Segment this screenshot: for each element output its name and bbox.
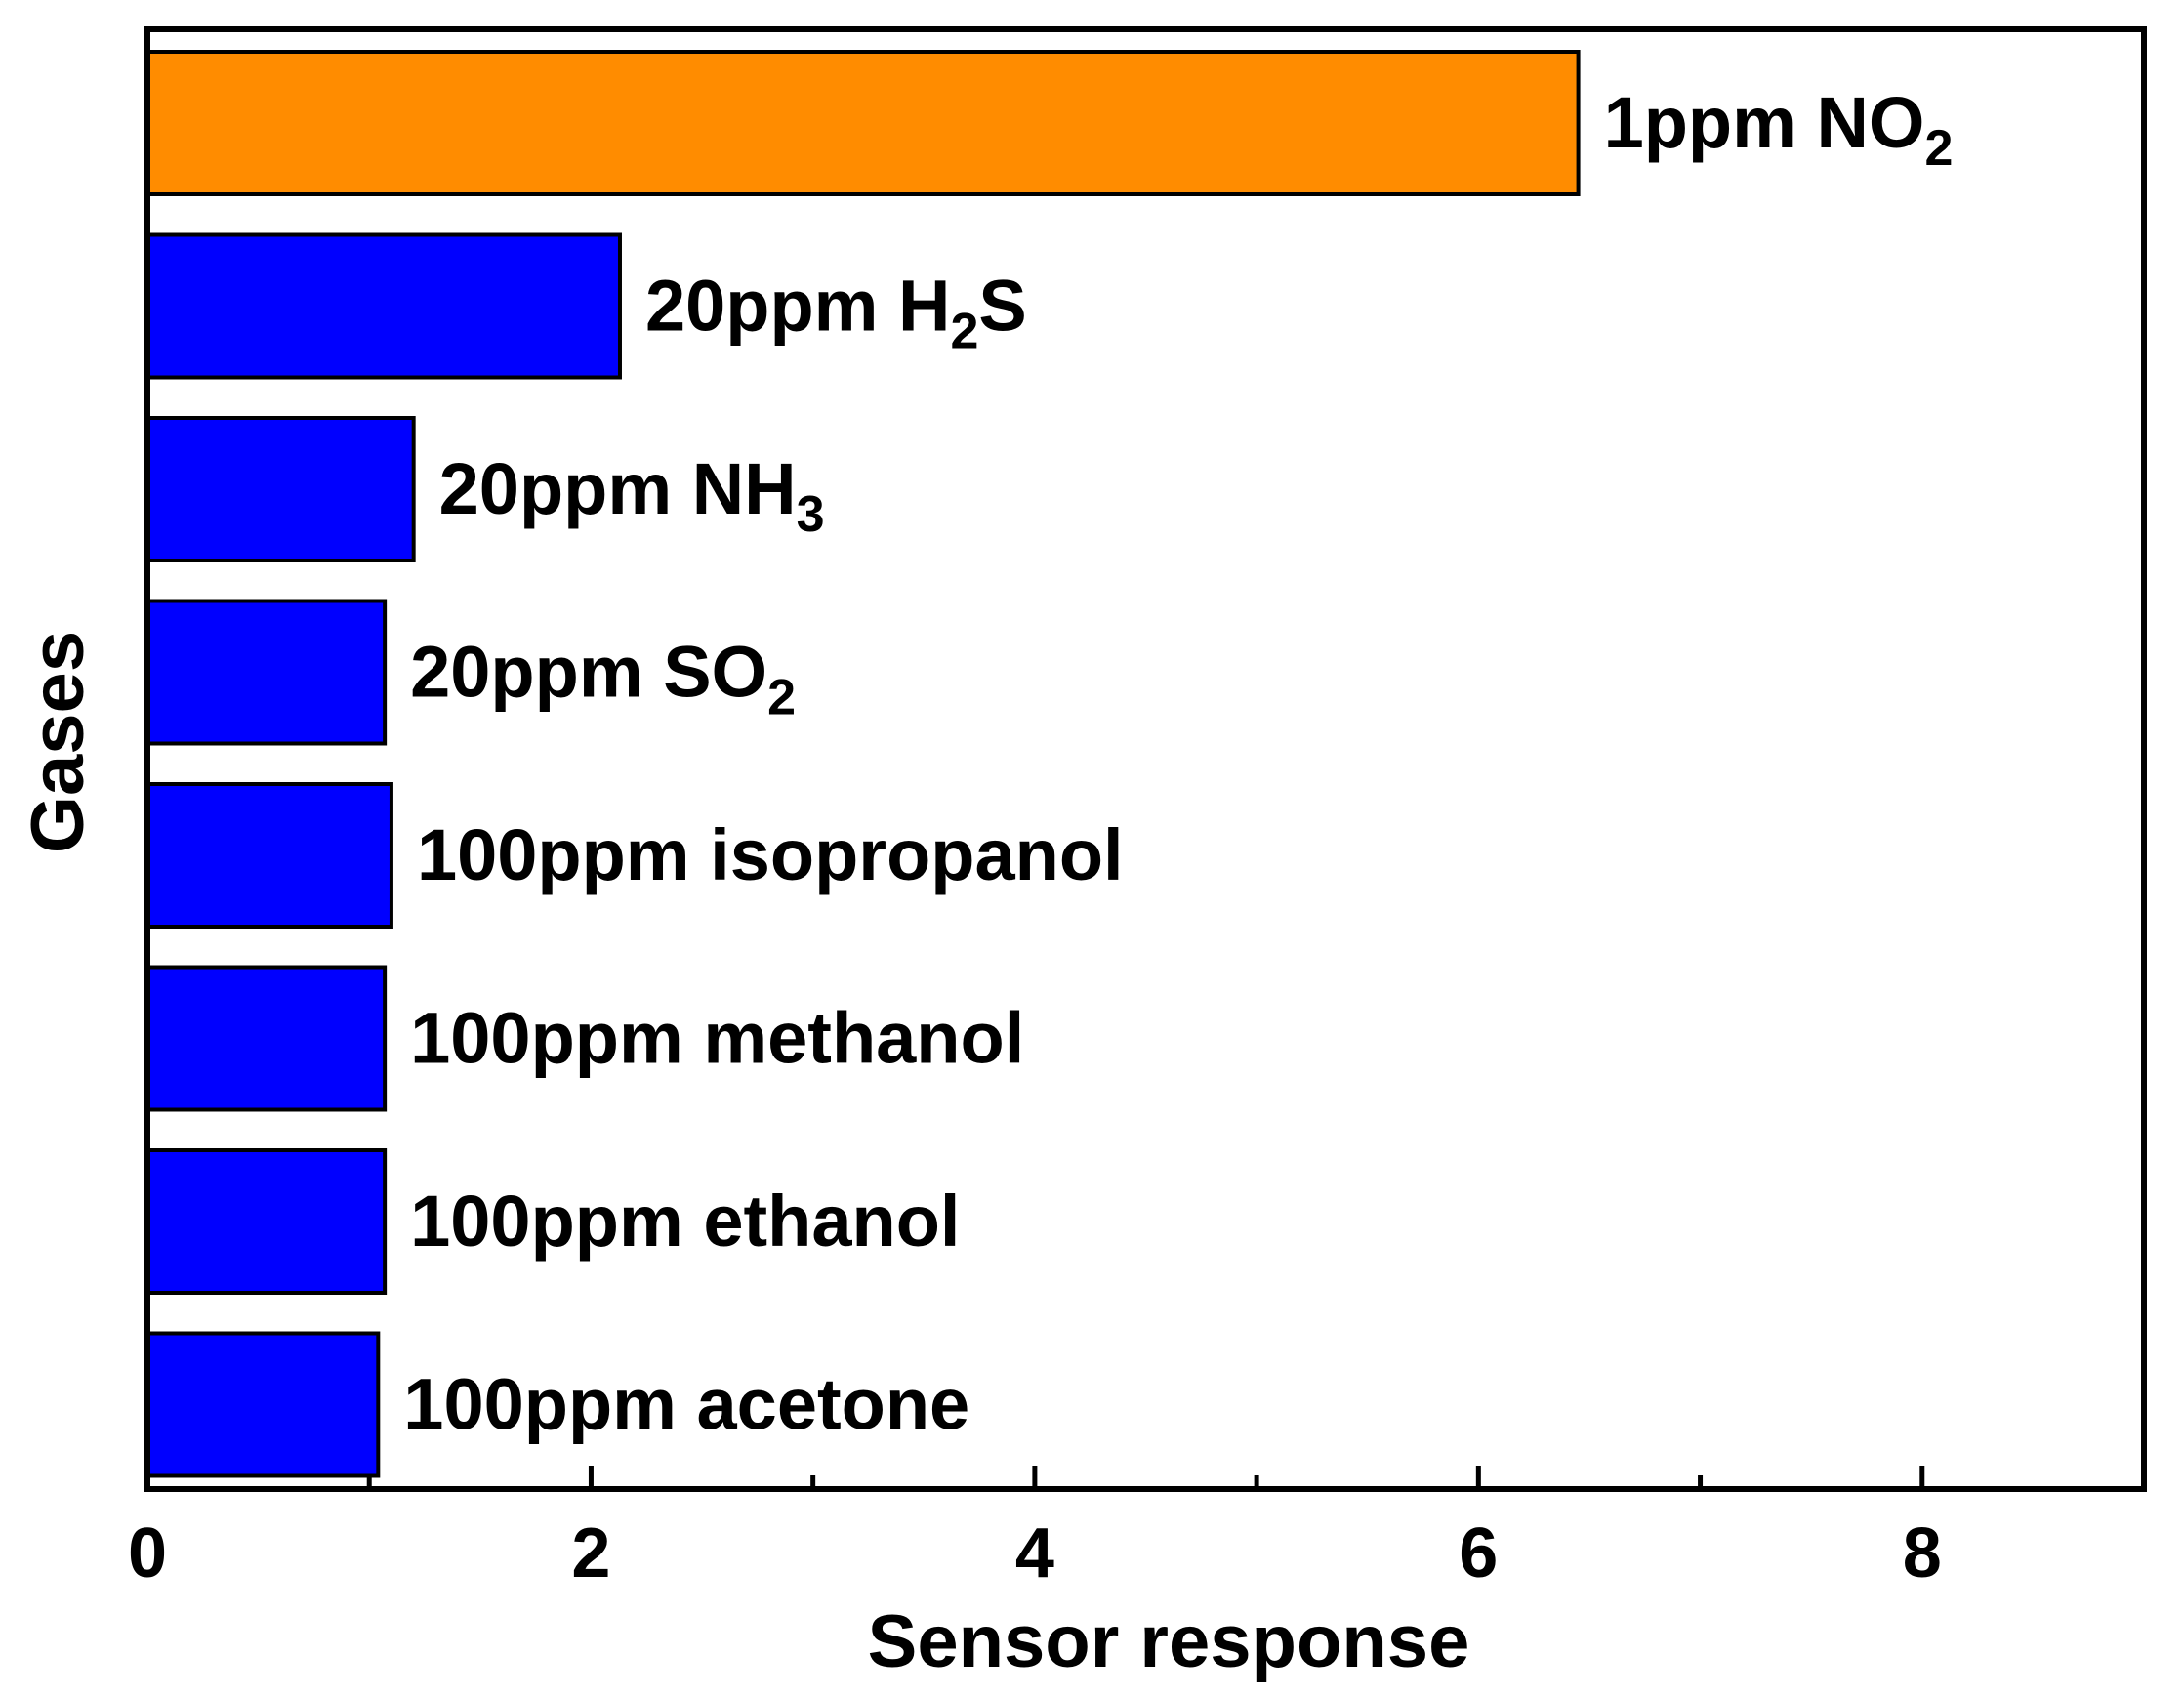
- bar: [145, 782, 393, 929]
- x-tick-label: 6: [1459, 1514, 1498, 1593]
- bar: [145, 1331, 381, 1478]
- bar-label: 20ppm H2S: [645, 266, 1027, 360]
- bar-label: 100ppm ethanol: [410, 1180, 960, 1262]
- bar-label: 1ppm NO2: [1604, 82, 1954, 177]
- bar: [145, 232, 622, 380]
- bar-label: 20ppm SO2: [410, 632, 796, 726]
- bars-layer: [145, 50, 1581, 1478]
- x-tick-label: 8: [1903, 1514, 1942, 1593]
- bar-label: 100ppm methanol: [410, 998, 1024, 1079]
- x-tick-label: 2: [571, 1514, 610, 1593]
- bar: [145, 50, 1581, 196]
- x-tick-label: 4: [1015, 1514, 1054, 1593]
- plot-frame: [144, 26, 2147, 1492]
- x-axis-ticks: 0 2 4 6 8: [128, 1466, 1942, 1593]
- x-tick-label: 0: [128, 1514, 167, 1593]
- x-axis-title: Sensor response: [868, 1600, 1470, 1683]
- bar-label: 100ppm isopropanol: [417, 814, 1124, 895]
- bar-label: 100ppm acetone: [403, 1364, 969, 1445]
- bar-labels-layer: 1ppm NO2 20ppm H2S 20ppm NH3 20ppm SO2 100pp…: [403, 82, 1953, 1445]
- bar-label: 20ppm NH3: [439, 448, 825, 543]
- bar: [145, 1148, 388, 1295]
- bar: [145, 599, 388, 746]
- y-axis-title: Gases: [17, 631, 100, 853]
- bar: [145, 416, 416, 562]
- bar: [145, 965, 388, 1112]
